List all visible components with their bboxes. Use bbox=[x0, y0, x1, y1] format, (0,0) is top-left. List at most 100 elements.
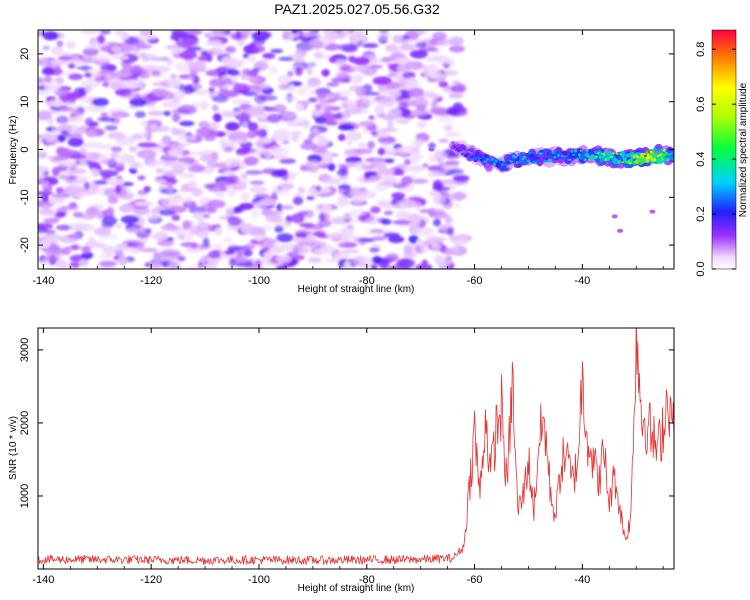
noise-blob bbox=[48, 99, 64, 108]
noise-blob bbox=[383, 232, 401, 238]
noise-blob bbox=[278, 56, 294, 61]
noise-blob bbox=[443, 124, 454, 132]
noise-blob bbox=[65, 101, 73, 106]
noise-blob bbox=[283, 111, 295, 120]
noise-blob bbox=[361, 190, 377, 199]
noise-blob bbox=[54, 88, 70, 97]
noise-blob bbox=[232, 139, 249, 144]
noise-blob bbox=[321, 69, 330, 77]
noise-blob bbox=[280, 205, 294, 210]
noise-blob bbox=[351, 194, 366, 204]
noise-blob bbox=[454, 202, 461, 209]
signal-cell bbox=[513, 155, 517, 159]
signal-cell bbox=[549, 159, 553, 162]
noise-blob bbox=[307, 77, 321, 87]
noise-blob bbox=[254, 139, 265, 148]
noise-blob bbox=[406, 77, 419, 87]
noise-blob bbox=[328, 56, 338, 64]
signal-cell bbox=[576, 157, 579, 161]
noise-blob bbox=[234, 262, 254, 268]
noise-blob bbox=[176, 135, 197, 141]
noise-blob bbox=[38, 151, 48, 159]
noise-blob bbox=[272, 155, 288, 160]
noise-blob bbox=[208, 87, 215, 93]
x-tick-label: -100 bbox=[248, 574, 270, 586]
noise-blob bbox=[155, 168, 163, 174]
noise-blob bbox=[294, 66, 303, 76]
noise-blob bbox=[276, 203, 283, 212]
noise-blob bbox=[65, 40, 76, 50]
noise-blob bbox=[343, 260, 351, 269]
signal-cell bbox=[451, 141, 455, 145]
noise-blob bbox=[227, 216, 242, 226]
noise-blob bbox=[438, 81, 449, 88]
noise-blob bbox=[272, 209, 284, 215]
noise-blob bbox=[413, 151, 423, 161]
noise-blob bbox=[385, 253, 399, 261]
noise-blob bbox=[115, 184, 122, 194]
noise-blob bbox=[340, 103, 349, 109]
signal-cell bbox=[557, 153, 561, 157]
noise-blob bbox=[427, 166, 445, 172]
noise-blob bbox=[235, 205, 245, 213]
noise-blob bbox=[174, 90, 186, 101]
noise-blob bbox=[314, 103, 322, 111]
noise-blob bbox=[273, 132, 291, 143]
noise-blob bbox=[340, 63, 351, 71]
noise-blob bbox=[448, 92, 463, 99]
noise-blob bbox=[97, 70, 118, 75]
signal-cell bbox=[596, 151, 600, 155]
noise-blob bbox=[97, 34, 105, 44]
noise-blob bbox=[399, 213, 411, 219]
signal-cell bbox=[594, 155, 598, 159]
noise-blob bbox=[402, 71, 416, 79]
noise-blob bbox=[179, 120, 195, 127]
noise-blob bbox=[428, 93, 440, 101]
noise-blob bbox=[446, 38, 463, 44]
signal-cell bbox=[579, 149, 583, 153]
noise-blob bbox=[365, 215, 380, 225]
noise-blob bbox=[259, 242, 275, 248]
signal-cell bbox=[632, 155, 636, 159]
noise-blob bbox=[86, 42, 94, 50]
noise-blob bbox=[65, 187, 74, 194]
noise-blob bbox=[264, 151, 272, 159]
noise-blob bbox=[308, 97, 318, 103]
noise-blob bbox=[38, 166, 51, 172]
noise-blob bbox=[438, 138, 450, 143]
noise-blob bbox=[71, 108, 82, 116]
noise-blob bbox=[187, 75, 195, 82]
noise-blob bbox=[97, 153, 109, 161]
noise-blob bbox=[247, 122, 259, 132]
signal-cell bbox=[518, 159, 524, 164]
y-tick-label: 2000 bbox=[19, 411, 31, 435]
noise-blob bbox=[56, 124, 73, 134]
noise-blob bbox=[168, 148, 183, 157]
noise-blob bbox=[169, 46, 184, 54]
noise-blob bbox=[302, 118, 311, 129]
noise-blob bbox=[92, 97, 109, 107]
x-tick-label: -40 bbox=[574, 275, 590, 287]
noise-blob bbox=[101, 174, 111, 181]
colorbar-gradient bbox=[711, 29, 737, 270]
signal-cell bbox=[655, 150, 659, 154]
noise-blob bbox=[292, 237, 309, 244]
noise-blob bbox=[392, 34, 404, 44]
noise-blob bbox=[137, 142, 158, 148]
noise-blob bbox=[409, 49, 428, 59]
noise-blob bbox=[264, 106, 278, 112]
noise-blob bbox=[370, 264, 378, 269]
signal-cell bbox=[527, 159, 530, 163]
noise-blob bbox=[425, 236, 444, 243]
noise-blob bbox=[69, 55, 81, 63]
noise-blob bbox=[141, 57, 151, 62]
noise-blob bbox=[150, 57, 166, 62]
noise-blob bbox=[205, 258, 225, 263]
noise-blob bbox=[110, 45, 122, 53]
noise-blob bbox=[49, 198, 64, 206]
noise-blob bbox=[367, 140, 375, 149]
snr-frame bbox=[37, 327, 675, 570]
noise-blob bbox=[309, 40, 324, 50]
noise-blob bbox=[161, 196, 178, 207]
noise-blob bbox=[361, 97, 378, 105]
